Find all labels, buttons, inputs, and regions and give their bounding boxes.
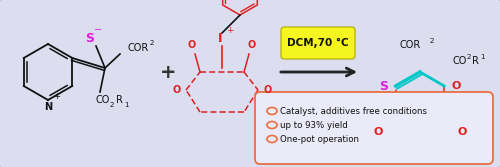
Text: CO: CO	[452, 56, 466, 66]
Text: R: R	[472, 56, 479, 66]
Text: O: O	[451, 81, 460, 91]
Text: COR: COR	[128, 43, 149, 53]
Text: 2: 2	[150, 40, 154, 46]
Text: up to 93% yield: up to 93% yield	[280, 121, 348, 129]
Text: I: I	[218, 32, 222, 44]
Text: +: +	[226, 26, 234, 35]
Text: +: +	[160, 62, 176, 81]
Text: S: S	[379, 79, 388, 93]
Text: +: +	[54, 92, 60, 101]
Text: O: O	[173, 85, 181, 95]
Text: O: O	[248, 40, 256, 50]
Text: DCM,70 °C: DCM,70 °C	[287, 38, 349, 48]
Text: O: O	[188, 40, 196, 50]
Text: Catalyst, additives free conditions: Catalyst, additives free conditions	[280, 107, 427, 116]
Text: 1: 1	[480, 54, 484, 60]
Text: O: O	[458, 127, 467, 137]
FancyBboxPatch shape	[255, 92, 493, 164]
Text: 2: 2	[430, 38, 434, 44]
Text: 2: 2	[466, 54, 470, 60]
Text: 1: 1	[124, 102, 128, 108]
Text: N: N	[44, 102, 52, 112]
Text: R: R	[116, 95, 123, 105]
Text: One-pot operation: One-pot operation	[280, 134, 359, 143]
Text: O: O	[373, 127, 382, 137]
FancyBboxPatch shape	[281, 27, 355, 59]
Text: O: O	[263, 85, 271, 95]
Text: COR: COR	[400, 40, 420, 50]
Text: 2: 2	[110, 102, 114, 108]
Text: CO: CO	[95, 95, 110, 105]
Text: −: −	[94, 25, 102, 35]
Text: S: S	[86, 32, 94, 44]
